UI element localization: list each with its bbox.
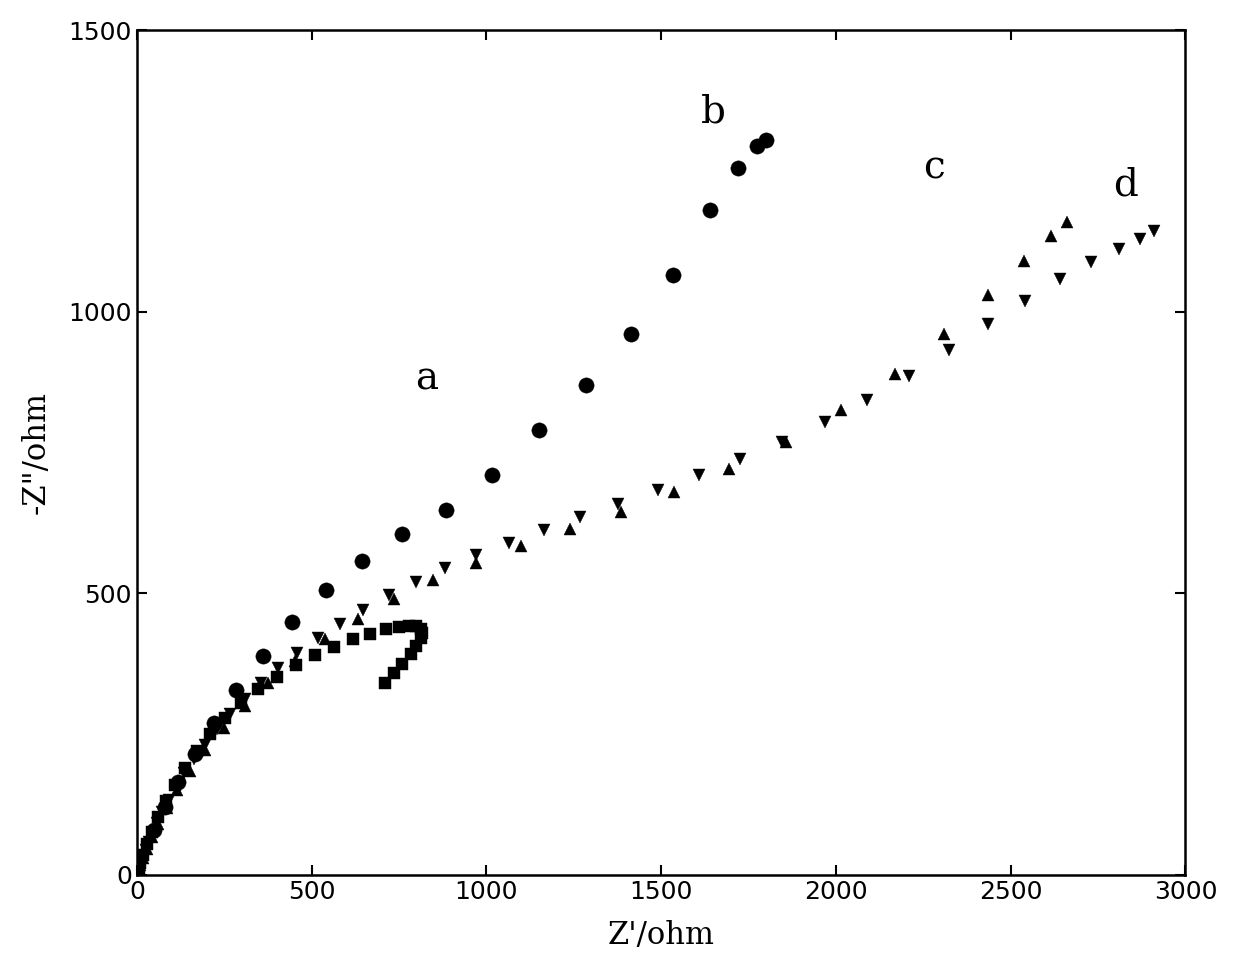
Text: b: b	[701, 93, 725, 130]
Y-axis label: -Z"/ohm: -Z"/ohm	[21, 391, 52, 514]
Text: d: d	[1113, 166, 1139, 203]
Text: c: c	[922, 150, 945, 187]
X-axis label: Z'/ohm: Z'/ohm	[608, 920, 714, 952]
Text: a: a	[416, 361, 438, 398]
